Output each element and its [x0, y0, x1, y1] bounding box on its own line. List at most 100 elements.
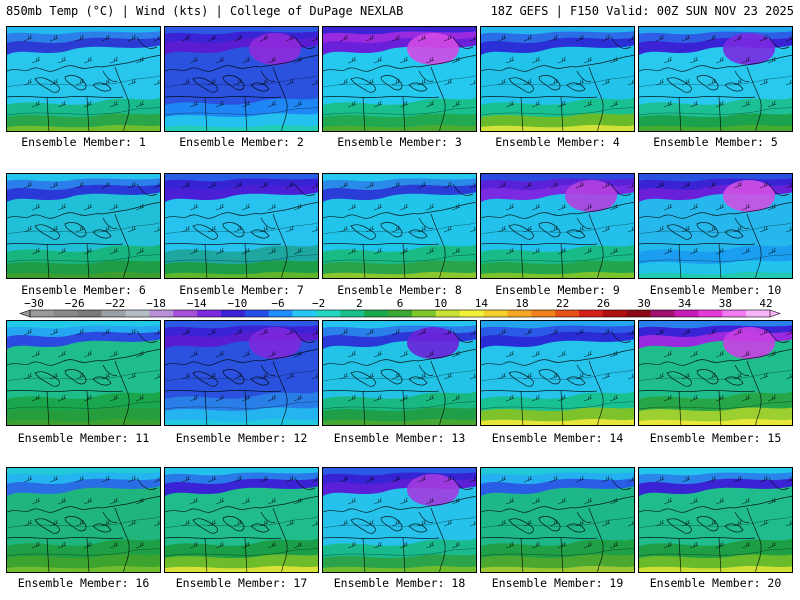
- wind-barb: [347, 203, 357, 211]
- wind-barb: [23, 181, 33, 189]
- geographic-outline: [508, 518, 534, 534]
- wind-barb: [601, 519, 611, 527]
- geographic-outline: [34, 518, 60, 534]
- ensemble-member-label: Ensemble Member: 2: [179, 135, 304, 149]
- colorbar-tick-label: 2: [356, 297, 363, 310]
- wind-barb: [207, 475, 217, 483]
- wind-barb: [259, 34, 269, 42]
- wind-barb: [241, 394, 251, 402]
- height-contour: [323, 254, 476, 263]
- wind-barb: [399, 350, 409, 358]
- warm-temperature-band: [481, 566, 634, 572]
- wind-barb: [135, 100, 145, 108]
- wind-barb: [741, 497, 751, 505]
- wind-barb: [215, 247, 225, 255]
- wind-barb: [311, 373, 318, 380]
- colorbar-tick-label: −18: [146, 297, 166, 310]
- colorbar-min-arrow: [19, 309, 31, 318]
- wind-barb: [259, 475, 269, 483]
- wind-barb: [557, 247, 567, 255]
- wind-barb: [557, 394, 567, 402]
- geographic-outline: [192, 77, 218, 93]
- wind-barb: [207, 181, 217, 189]
- wind-barb: [127, 372, 137, 380]
- geographic-outline: [294, 477, 316, 490]
- wind-barb: [75, 372, 85, 380]
- geographic-outline: [294, 183, 316, 196]
- geographic-outline: [560, 96, 564, 131]
- geographic-outline: [408, 82, 428, 92]
- wind-barb: [583, 541, 593, 549]
- ensemble-map-panel: [164, 467, 319, 573]
- geographic-outline: [250, 82, 270, 92]
- wind-barb: [311, 79, 318, 86]
- wind-barb: [109, 350, 119, 358]
- wind-barb: [285, 181, 295, 189]
- geographic-outline: [244, 390, 248, 425]
- wind-barb: [153, 329, 160, 336]
- cold-core-contour: [565, 180, 617, 212]
- wind-barb: [399, 394, 409, 402]
- geographic-outline: [7, 390, 124, 392]
- geographic-outline: [734, 70, 750, 82]
- wind-barb: [241, 541, 251, 549]
- wind-barb: [75, 328, 85, 336]
- wind-barb: [365, 78, 375, 86]
- wind-barb: [293, 203, 303, 211]
- wind-barb: [31, 497, 41, 505]
- geographic-outline: [639, 495, 792, 513]
- height-contour: [481, 254, 634, 263]
- colorbar-max-arrow: [769, 309, 781, 318]
- ensemble-map-panel: [638, 467, 793, 573]
- wind-barb: [601, 475, 611, 483]
- geographic-outline: [746, 360, 762, 425]
- warm-temperature-band: [481, 419, 634, 425]
- height-contour: [323, 107, 476, 116]
- ensemble-map-panel: [6, 467, 161, 573]
- ensemble-member-label: Ensemble Member: 17: [175, 576, 308, 590]
- ensemble-member-label: Ensemble Member: 19: [491, 576, 624, 590]
- geographic-outline: [588, 507, 604, 572]
- wind-barb: [785, 79, 792, 86]
- wind-barb: [181, 34, 191, 42]
- ensemble-map-panel: [638, 320, 793, 426]
- height-contour: [165, 548, 318, 557]
- wind-barb: [23, 372, 33, 380]
- height-contour: [7, 222, 160, 235]
- warm-temperature-band: [7, 566, 160, 572]
- cold-core-contour: [249, 327, 301, 359]
- wind-barb: [681, 372, 691, 380]
- height-contour: [165, 107, 318, 116]
- geographic-outline: [566, 82, 586, 92]
- wind-barb: [347, 394, 357, 402]
- geographic-outline: [260, 364, 276, 376]
- ensemble-map-panel: [322, 26, 477, 132]
- geographic-outline: [666, 371, 692, 387]
- wind-barb: [293, 350, 303, 358]
- wind-barb: [31, 203, 41, 211]
- ensemble-member-label: Ensemble Member: 7: [179, 283, 304, 297]
- geographic-outline: [666, 224, 692, 240]
- colorbar-tick-label: 10: [434, 297, 447, 310]
- wind-barb: [715, 350, 725, 358]
- wind-barb: [531, 56, 541, 64]
- wind-barb: [689, 247, 699, 255]
- cold-temperature-band: [7, 468, 160, 476]
- colorbar-swatch: [340, 310, 365, 317]
- colorbar-tick-label: 26: [597, 297, 610, 310]
- wind-barb: [663, 247, 673, 255]
- geographic-outline: [678, 390, 682, 425]
- geographic-outline: [746, 66, 762, 131]
- wind-barb: [707, 475, 717, 483]
- ensemble-map-panel: [6, 26, 161, 132]
- geographic-outline: [430, 360, 446, 425]
- wind-barb: [365, 34, 375, 42]
- wind-barb: [75, 519, 85, 527]
- wind-barb: [443, 78, 453, 86]
- geographic-outline: [7, 495, 160, 513]
- cold-core-contour: [723, 33, 775, 65]
- wind-barb: [655, 475, 665, 483]
- wind-barb: [49, 225, 59, 233]
- wind-barb: [681, 181, 691, 189]
- geographic-outline: [250, 523, 270, 533]
